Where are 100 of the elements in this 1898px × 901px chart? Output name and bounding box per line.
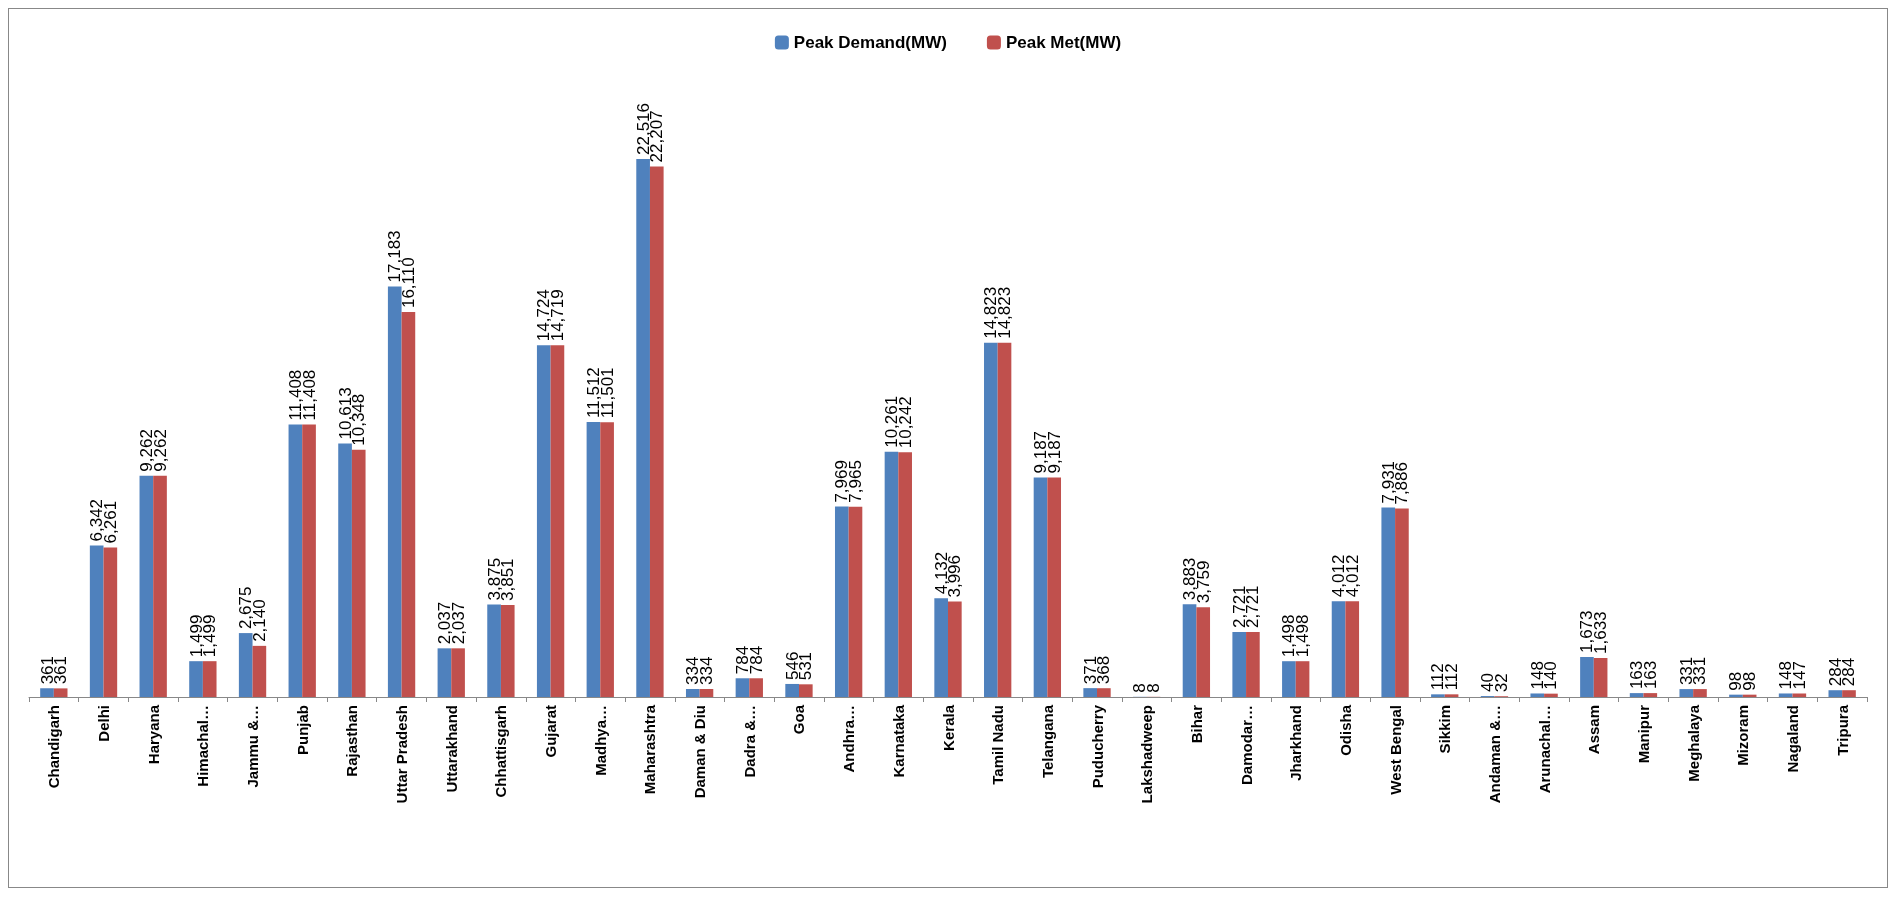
- x-tick-label: West Bengal: [1386, 705, 1404, 795]
- bar: [1544, 693, 1558, 697]
- bar: [202, 661, 217, 697]
- x-tick-label: Uttar Pradesh: [393, 705, 411, 804]
- bar: [550, 345, 565, 697]
- bar: [735, 678, 750, 697]
- x-tick-label: Andhra…: [840, 705, 858, 773]
- bar: [685, 689, 700, 697]
- x-tick-label: Goa: [790, 704, 808, 735]
- x-tick-label: Rajasthan: [343, 705, 361, 777]
- bar: [1828, 690, 1843, 697]
- x-tick-label: Maharashtra: [641, 704, 659, 795]
- bar: [749, 678, 763, 697]
- bar: [252, 645, 267, 697]
- x-tick-label: Damodar…: [1237, 705, 1255, 786]
- bar: [487, 604, 501, 697]
- x-tick-label: Haryana: [144, 704, 162, 765]
- x-tick-label: Delhi: [95, 705, 113, 742]
- bar: [1033, 477, 1048, 697]
- bar: [1395, 508, 1409, 697]
- bar: [1331, 601, 1346, 697]
- x-tick-label: Gujarat: [542, 705, 560, 758]
- bar: [1196, 607, 1211, 697]
- x-tick-label: Madhya…: [591, 705, 609, 776]
- bar: [1097, 688, 1111, 697]
- bar: [1381, 507, 1396, 697]
- bar: [401, 312, 416, 697]
- x-tick-label: Arunachal…: [1535, 705, 1553, 794]
- bar: [1182, 604, 1197, 697]
- bar: [153, 475, 167, 697]
- legend-label: Peak Met(MW): [1005, 33, 1122, 52]
- x-tick-label: Sikkim: [1436, 705, 1454, 754]
- x-tick-label: Bihar: [1187, 704, 1205, 744]
- bar: [898, 452, 912, 697]
- bar: [1530, 693, 1545, 697]
- bar: [500, 604, 515, 697]
- bar: [89, 545, 104, 697]
- bar: [351, 449, 366, 697]
- bar: [1282, 661, 1296, 697]
- x-tick-label: Dadra &…: [740, 705, 758, 778]
- bar: [387, 286, 402, 697]
- bar: [798, 684, 813, 697]
- legend-label: Peak Demand(MW): [793, 33, 947, 52]
- bar: [1232, 631, 1247, 697]
- bar: [437, 648, 452, 697]
- x-tick-label: Jharkhand: [1287, 705, 1305, 781]
- bar: [848, 506, 863, 697]
- x-tick-label: Andaman &…: [1485, 705, 1503, 804]
- bar: [1643, 693, 1658, 697]
- bar: [1444, 694, 1459, 697]
- bar: [536, 345, 551, 697]
- bar: [1629, 693, 1644, 697]
- bar: [1580, 657, 1594, 697]
- bar: [934, 598, 948, 697]
- bar: [785, 683, 799, 697]
- bar: [1842, 690, 1856, 697]
- x-tick-label: Tripura: [1833, 704, 1851, 756]
- bar: [238, 633, 253, 697]
- bar: [1593, 657, 1608, 697]
- x-tick-label: Tamil Nadu: [989, 705, 1007, 785]
- x-tick-label: Odisha: [1336, 704, 1354, 756]
- bar: [1083, 688, 1098, 697]
- bar: [40, 688, 54, 697]
- bar: [1778, 693, 1793, 697]
- x-tick-label: Karnataka: [889, 704, 907, 778]
- bar: [948, 601, 962, 697]
- x-tick-label: Jammu &…: [244, 705, 262, 788]
- bar: [1246, 631, 1260, 697]
- x-tick-label: Lakshadweep: [1138, 705, 1156, 804]
- x-tick-label: Nagaland: [1783, 705, 1801, 773]
- bar: [1792, 693, 1807, 697]
- x-tick-label: Chandigarh: [45, 705, 63, 789]
- bar: [834, 506, 849, 697]
- bar: [984, 342, 998, 697]
- bar: [586, 421, 601, 697]
- x-tick-label: Telangana: [1038, 704, 1056, 779]
- bar: [1431, 694, 1445, 697]
- bar: [302, 424, 316, 697]
- bar: [636, 159, 650, 697]
- bar: [288, 424, 303, 697]
- x-tick-label: Himachal…: [194, 705, 212, 787]
- x-tick-label: Chhattisgarh: [492, 705, 510, 798]
- x-tick-label: Kerala: [939, 704, 957, 751]
- x-tick-label: Puducherry: [1088, 704, 1106, 789]
- bar: [451, 648, 465, 697]
- bar: [884, 451, 899, 697]
- x-tick-label: Meghalaya: [1684, 704, 1702, 782]
- bar: [600, 422, 614, 697]
- bar: [699, 689, 714, 697]
- x-tick-label: Manipur: [1634, 704, 1652, 764]
- x-tick-label: Uttarakhand: [442, 705, 460, 793]
- bar: [1345, 601, 1360, 697]
- bar: [1295, 661, 1310, 697]
- bar: [103, 547, 118, 697]
- bar: [338, 443, 352, 697]
- bar: [189, 661, 203, 697]
- bar: [1047, 477, 1062, 697]
- x-tick-label: Mizoram: [1734, 705, 1752, 766]
- bar: [1679, 689, 1694, 697]
- bar: [139, 475, 154, 697]
